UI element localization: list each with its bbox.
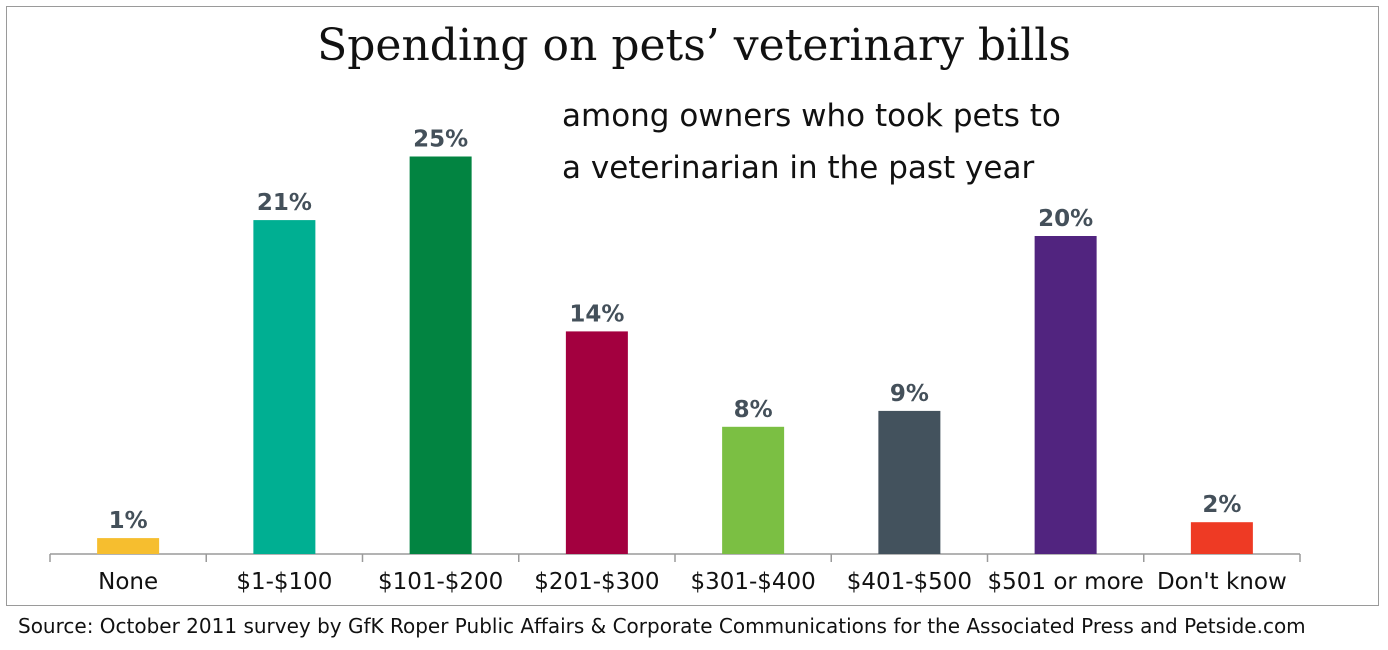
bar xyxy=(722,426,785,554)
bar xyxy=(97,538,160,554)
data-label: 9% xyxy=(890,381,929,407)
data-label: 8% xyxy=(734,397,773,423)
chart-subtitle-line-2: a veterinarian in the past year xyxy=(562,150,1035,186)
bar xyxy=(409,156,472,554)
data-label: 20% xyxy=(1038,206,1093,232)
bar xyxy=(1190,522,1253,554)
x-tick-label: $301-$400 xyxy=(690,569,815,595)
bar xyxy=(565,331,628,554)
bar xyxy=(1034,236,1097,554)
data-label: 1% xyxy=(109,508,148,534)
x-tick-label: $101-$200 xyxy=(378,569,503,595)
data-label: 14% xyxy=(569,301,624,327)
x-tick-label: $1-$100 xyxy=(236,569,332,595)
chart-subtitle: among owners who took pets to a veterina… xyxy=(562,90,1162,194)
bar xyxy=(878,410,941,554)
x-tick-label: $201-$300 xyxy=(534,569,659,595)
data-label: 2% xyxy=(1202,492,1241,518)
x-tick-label: Don't know xyxy=(1157,569,1287,595)
source-note: Source: October 2011 survey by GfK Roper… xyxy=(18,614,1306,638)
bar xyxy=(253,220,316,554)
data-label: 21% xyxy=(257,190,312,216)
x-tick-label: None xyxy=(98,569,158,595)
chart-subtitle-line-1: among owners who took pets to xyxy=(562,98,1061,134)
x-tick-label: $501 or more xyxy=(987,569,1143,595)
x-axis xyxy=(49,553,1301,562)
bars xyxy=(97,156,1253,554)
chart-title: Spending on pets’ veterinary bills xyxy=(317,20,1071,71)
labels: 1% None 21% $1-$100 25% $101-$200 14% $201-$300… xyxy=(98,127,1287,596)
data-label: 25% xyxy=(413,127,468,153)
chart-frame xyxy=(6,6,1379,606)
x-tick-label: $401-$500 xyxy=(847,569,972,595)
